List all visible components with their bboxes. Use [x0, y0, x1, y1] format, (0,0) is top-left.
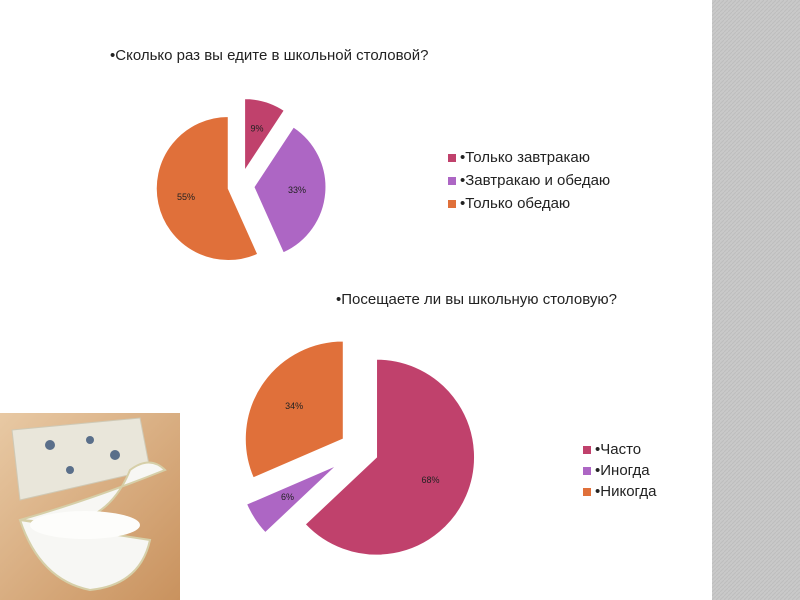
- legend-swatch: [448, 177, 456, 185]
- legend-label: •Иногда: [595, 462, 650, 479]
- legend-swatch: [583, 446, 591, 454]
- legend-label: •Завтракаю и обедаю: [460, 172, 610, 189]
- data-label: 34%: [285, 401, 303, 411]
- data-label: 6%: [281, 492, 294, 502]
- legend-swatch: [448, 154, 456, 162]
- data-label: 68%: [422, 475, 440, 485]
- legend-label: •Только завтракаю: [460, 149, 590, 166]
- legend-label: •Никогда: [595, 483, 657, 500]
- pie-slice: [244, 340, 344, 479]
- legend-label: •Часто: [595, 441, 641, 458]
- pie-slice: [244, 98, 285, 173]
- data-label: 55%: [177, 192, 195, 202]
- chart-title: •Посещаете ли вы школьную столовую?: [336, 291, 617, 308]
- data-label: 33%: [288, 185, 306, 195]
- pie-slice: [304, 358, 475, 556]
- legend-swatch: [448, 200, 456, 208]
- data-label: 9%: [251, 124, 264, 134]
- pie-slice: [155, 116, 259, 261]
- pie-slice: [253, 126, 327, 254]
- legend-swatch: [583, 488, 591, 496]
- legend-label: •Только обедаю: [460, 195, 570, 212]
- side-band: [712, 0, 800, 600]
- pie-slice: [245, 464, 337, 534]
- chart-title: •Сколько раз вы едите в школьной столово…: [110, 47, 428, 64]
- photo: [0, 413, 180, 600]
- legend-swatch: [583, 467, 591, 475]
